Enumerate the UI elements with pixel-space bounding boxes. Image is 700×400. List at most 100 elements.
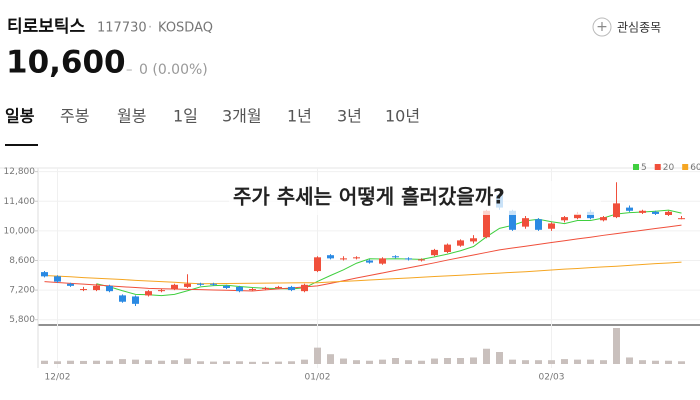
unchanged-icon: – xyxy=(126,63,133,78)
candle-body xyxy=(80,289,87,291)
volume-bar xyxy=(353,360,360,364)
period-tab[interactable]: 3년 xyxy=(337,107,362,126)
volume-bar xyxy=(288,361,295,364)
candle-body xyxy=(236,286,243,292)
volume-bar xyxy=(444,358,451,364)
candle-body xyxy=(132,296,139,304)
candle-body xyxy=(288,286,295,291)
volume-bar xyxy=(132,359,139,364)
candle-body xyxy=(418,259,425,261)
y-tick-label: 10,000 xyxy=(4,226,36,236)
volume-bar xyxy=(314,347,321,364)
candle-body xyxy=(535,219,542,230)
volume-bar xyxy=(561,359,568,364)
candle-body xyxy=(93,285,100,291)
volume-bar xyxy=(574,359,581,364)
volume-bar xyxy=(535,360,542,364)
period-tab[interactable]: 1일 xyxy=(173,107,198,126)
market: KOSDAQ xyxy=(158,21,213,36)
candle-body xyxy=(665,211,672,215)
volume-bar xyxy=(457,358,464,364)
volume-bar xyxy=(496,352,503,364)
caption: 주가 추세는 어떻게 흘러갔을까? xyxy=(233,185,505,209)
candle-body xyxy=(639,210,646,213)
candle-body xyxy=(301,284,308,292)
y-tick-label: 12,800 xyxy=(4,167,36,177)
candle-body xyxy=(171,284,178,290)
watch-button[interactable]: 관심종목 xyxy=(617,21,661,35)
candle-body xyxy=(561,217,568,221)
candle-body xyxy=(379,258,386,264)
volume-bar xyxy=(340,358,347,364)
period-tab[interactable]: 주봉 xyxy=(60,107,89,126)
volume-bar xyxy=(392,358,399,364)
volume-bar xyxy=(301,359,308,364)
y-tick-label: 7,200 xyxy=(9,286,35,296)
period-tab[interactable]: 1년 xyxy=(287,107,312,126)
moving-average-line xyxy=(44,261,682,285)
candle-body xyxy=(392,256,399,258)
period-tab[interactable]: 10년 xyxy=(385,107,420,126)
volume-bar xyxy=(431,358,438,364)
candle-body xyxy=(405,258,412,260)
volume-bar xyxy=(262,361,269,364)
candle-body xyxy=(106,285,113,292)
candle-body xyxy=(652,211,659,214)
volume-bar xyxy=(184,358,191,364)
volume-bar xyxy=(522,360,529,364)
moving-average-line xyxy=(44,224,682,292)
candle-body xyxy=(210,283,217,285)
volume-bar xyxy=(626,357,633,364)
volume-bar xyxy=(548,360,555,364)
candle-body xyxy=(483,210,490,238)
candle-body xyxy=(574,213,581,219)
volume-bar xyxy=(67,360,74,364)
y-tick-label: 8,600 xyxy=(9,256,35,266)
candle-body xyxy=(41,272,48,277)
candle-body xyxy=(548,223,555,229)
volume-bar xyxy=(327,354,334,364)
candle-body xyxy=(262,287,269,290)
legend-label: 20 xyxy=(663,163,675,173)
volume-bar xyxy=(613,328,620,364)
volume-bar xyxy=(93,360,100,364)
volume-bar xyxy=(249,361,256,364)
candle-body xyxy=(197,283,204,285)
volume-bar xyxy=(418,360,425,364)
legend-label: 60 xyxy=(690,163,700,173)
volume-bar xyxy=(106,360,113,364)
volume-bar xyxy=(145,360,152,364)
add-icon[interactable] xyxy=(592,17,612,37)
x-tick-label: 02/03 xyxy=(539,373,565,383)
candle-body xyxy=(522,218,529,227)
candle-body xyxy=(249,289,256,291)
period-tab[interactable]: 월봉 xyxy=(117,107,146,126)
period-tab[interactable]: 일봉 xyxy=(5,107,35,126)
volume-bar xyxy=(470,357,477,364)
add-icon-plus[interactable]: + xyxy=(596,19,608,35)
volume-bar xyxy=(158,360,165,364)
volume-bar xyxy=(210,361,217,364)
volume-bar xyxy=(678,361,685,364)
volume-bar xyxy=(652,360,659,364)
volume-bar xyxy=(483,348,490,364)
volume-bar xyxy=(587,359,594,364)
y-tick-label: 5,800 xyxy=(9,315,35,325)
volume-bar xyxy=(223,361,230,364)
volume-bar xyxy=(171,360,178,364)
caption-background xyxy=(229,181,601,215)
moving-average-line xyxy=(96,209,682,297)
candle-body xyxy=(67,283,74,286)
period-tab[interactable]: 3개월 xyxy=(222,107,262,126)
candle-body xyxy=(327,255,334,259)
candle-body xyxy=(626,207,633,211)
volume-bar xyxy=(665,360,672,364)
volume-bar xyxy=(236,361,243,364)
volume-bar xyxy=(600,360,607,364)
volume-bar xyxy=(509,359,516,364)
legend-swatch xyxy=(633,164,639,170)
legend-swatch xyxy=(654,164,661,170)
candle-body xyxy=(613,203,620,218)
candle-body xyxy=(184,283,191,287)
